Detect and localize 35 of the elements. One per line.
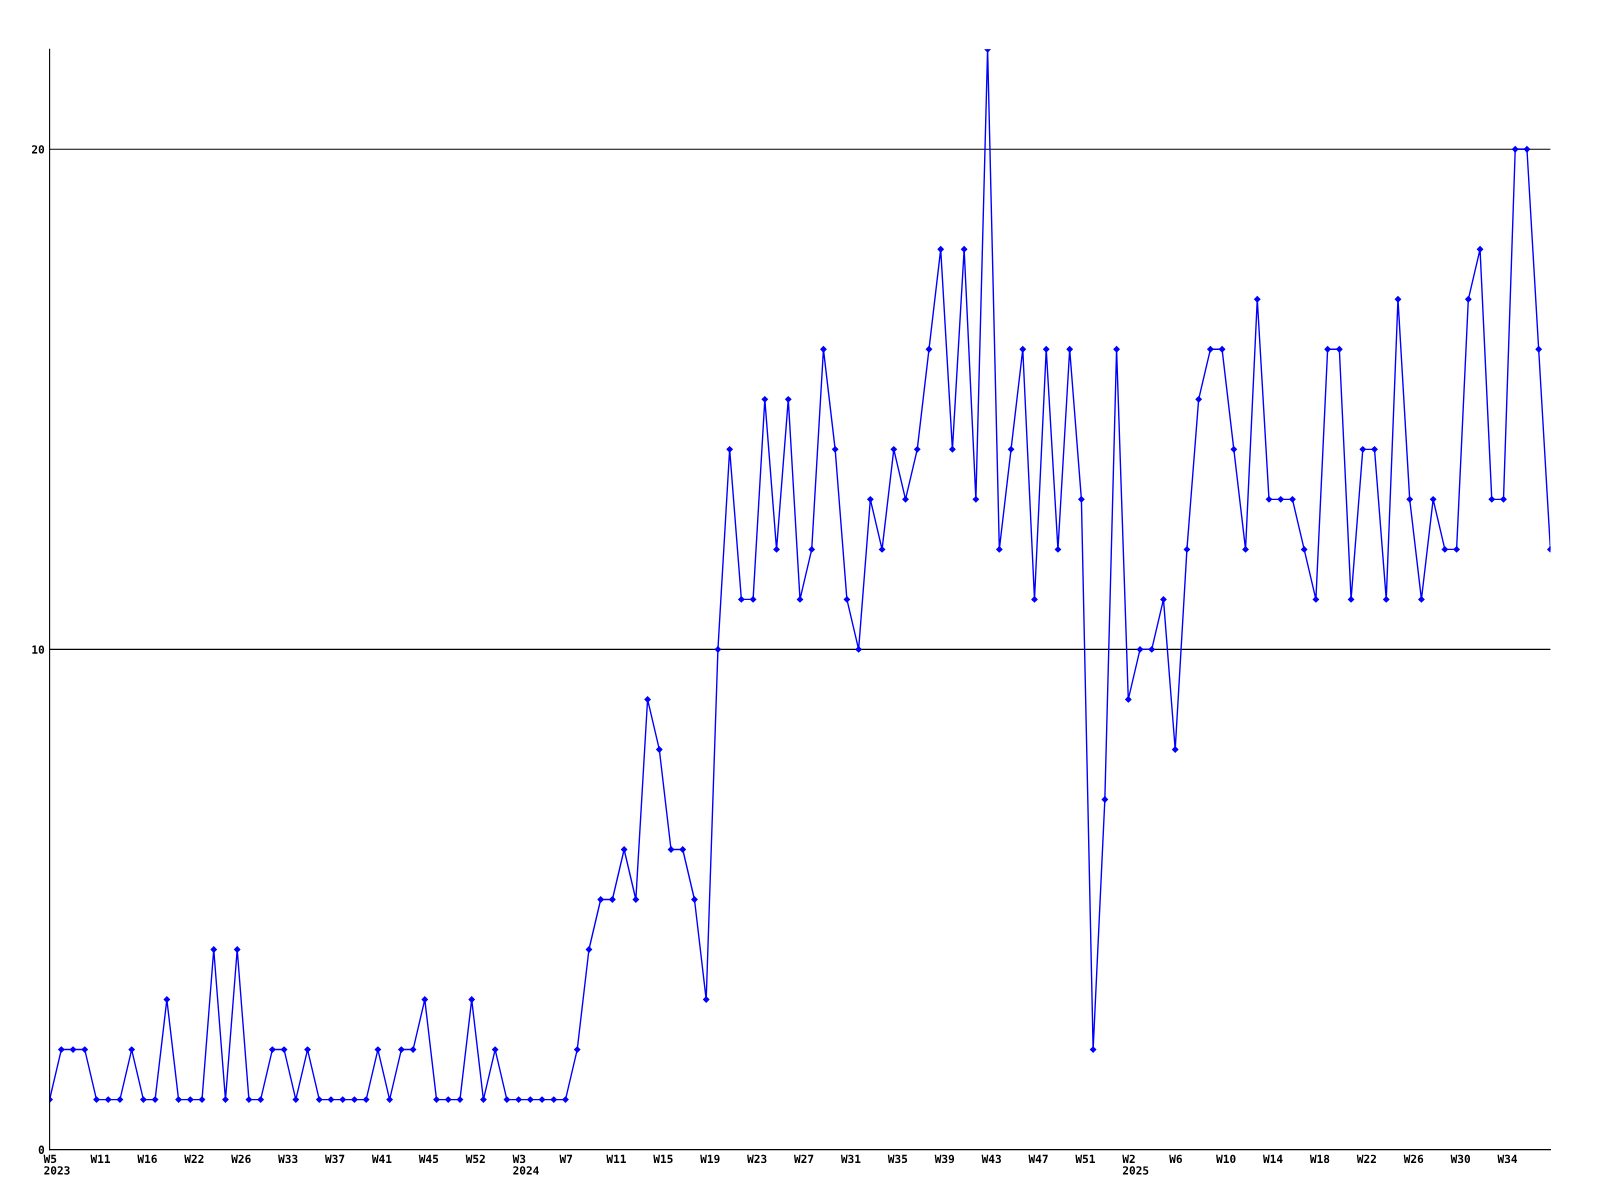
x-tick-label: W7 [559, 1154, 573, 1163]
x-tick-label: W16 [137, 1154, 157, 1164]
x-tick-label: W2 2025 [1122, 1154, 1149, 1175]
x-tick-label: W26 [1403, 1154, 1424, 1164]
x-tick-label: W34 [1497, 1154, 1518, 1164]
x-tick-label: W22 [1356, 1154, 1376, 1163]
x-tick-label: W47 [1028, 1154, 1048, 1163]
x-tick-label: W3 2024 [512, 1154, 539, 1175]
x-tick-label: W33 [278, 1154, 298, 1164]
x-tick-label: W51 [1075, 1154, 1095, 1164]
x-tick-label: W19 [700, 1154, 720, 1164]
x-tick-label: W39 [934, 1154, 955, 1164]
x-tick-label: W26 [231, 1154, 251, 1164]
x-tick-label: W14 [1263, 1154, 1283, 1163]
x-tick-label: W27 [794, 1154, 814, 1163]
x-tick-label: W45 [418, 1154, 439, 1164]
x-tick-label: W37 [325, 1154, 345, 1164]
x-tick-label: W6 [1169, 1154, 1182, 1164]
x-tick-label: W10 [1216, 1154, 1236, 1164]
x-tick-label: W11 [90, 1154, 111, 1163]
x-tick-label: W22 [184, 1154, 204, 1163]
x-tick-label: W5 2023 [43, 1154, 70, 1175]
x-tick-label: W18 [1309, 1154, 1330, 1164]
x-tick-label: W43 [981, 1154, 1001, 1164]
y-tick-label: 10 [32, 645, 45, 654]
x-tick-label: W23 [747, 1154, 767, 1164]
x-tick-label: W30 [1450, 1154, 1470, 1164]
x-tick-label: W41 [371, 1154, 392, 1163]
y-tick-label: 20 [31, 145, 45, 154]
x-tick-label: W15 [653, 1154, 673, 1164]
x-tick-label: W11 [606, 1154, 626, 1163]
y-tick-label: 0 [38, 1145, 45, 1154]
x-tick-label: W31 [840, 1154, 861, 1164]
x-tick-label: W52 [465, 1154, 485, 1164]
x-tick-label: W35 [887, 1154, 908, 1164]
